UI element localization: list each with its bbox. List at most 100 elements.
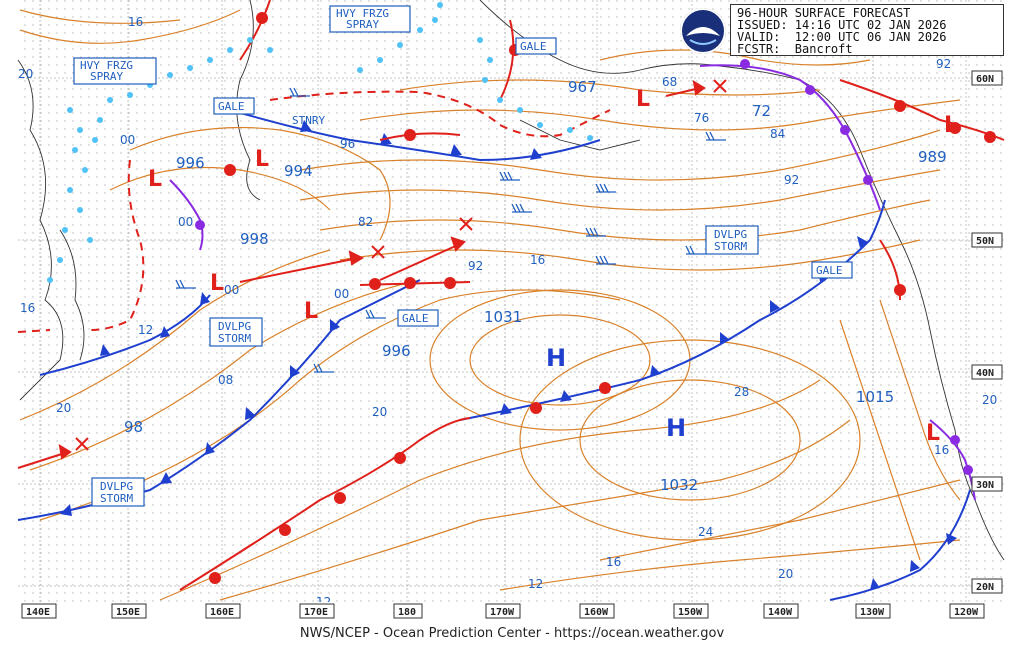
svg-text:28: 28 [734,385,749,399]
svg-text:00: 00 [178,215,193,229]
low-symbol: L [636,87,650,112]
svg-text:DVLPG: DVLPG [100,480,133,493]
svg-text:170E: 170E [304,607,328,618]
dot-grid [18,0,1004,602]
isobars [19,9,961,601]
svg-text:160W: 160W [584,607,609,618]
svg-text:16: 16 [934,443,949,457]
svg-text:140E: 140E [26,607,50,618]
warning-gale-3: GALE [397,309,439,327]
longitude-axis: 140E 150E 160E 170E 180 170W 160W 150W 1… [18,602,1004,624]
svg-text:150W: 150W [678,607,703,618]
warning-hvy-frzg-spray-2: HVY FRZG SPRAY [329,5,411,33]
svg-text:16: 16 [128,15,143,29]
svg-text:GALE: GALE [218,100,245,113]
svg-text:GALE: GALE [520,40,547,53]
warning-gale-4: GALE [811,261,853,279]
warning-gale-1: GALE [213,97,255,115]
svg-text:DVLPG: DVLPG [714,228,747,241]
svg-text:170W: 170W [490,607,515,618]
svg-text:STORM: STORM [100,492,133,505]
latitude-axis: 60N 50N 40N 30N 20N [971,70,1003,594]
svg-text:GALE: GALE [816,264,843,277]
svg-text:20: 20 [982,393,997,407]
low-pressure-4: 996 [382,342,411,360]
wind-barbs [175,87,726,373]
svg-text:50N: 50N [976,236,994,247]
svg-text:82: 82 [358,215,373,229]
valid-line: VALID: 12:00 UTC 06 JAN 2026 [737,30,947,44]
svg-text:STORM: STORM [218,332,251,345]
svg-text:60N: 60N [976,74,994,85]
low-symbol: L [304,299,318,324]
svg-text:140W: 140W [768,607,793,618]
high-pressure-2: 1032 [660,476,698,494]
svg-text:30N: 30N [976,480,994,491]
freezing-spray-dots [47,2,593,283]
warning-gale-2: GALE [515,37,557,55]
graticule [18,0,1004,602]
svg-text:12: 12 [138,323,153,337]
low-symbol: L [148,167,162,192]
svg-text:68: 68 [662,75,677,89]
warning-dvlpg-storm-3: DVLPG STORM [91,477,145,507]
low-pressure-1: 996 [176,154,205,172]
svg-text:92: 92 [936,57,951,71]
svg-text:96: 96 [340,137,355,151]
low-symbol: L [210,271,224,296]
warning-dvlpg-storm-2: DVLPG STORM [705,225,759,255]
svg-text:SPRAY: SPRAY [346,18,379,31]
issued-line: ISSUED: 14:16 UTC 02 JAN 2026 [737,18,947,32]
movement-arrows [17,80,706,469]
svg-text:150E: 150E [116,607,140,618]
low-pressure-7: 989 [918,148,947,166]
forecast-title-box: 96-HOUR SURFACE FORECAST ISSUED: 14:16 U… [730,4,1004,56]
svg-text:HVY FRZG: HVY FRZG [336,7,389,20]
warm-front-bumps [209,12,996,584]
warning-hvy-frzg-spray-1: HVY FRZG SPRAY [73,57,157,85]
footer-credit: NWS/NCEP - Ocean Prediction Center - htt… [299,626,725,641]
svg-text:16: 16 [20,301,35,315]
svg-text:20: 20 [18,67,33,81]
svg-text:20: 20 [372,405,387,419]
low-pressure-6: 967 [568,78,597,96]
svg-text:76: 76 [694,111,709,125]
svg-text:20N: 20N [976,582,994,593]
high-symbol-1: H [546,344,566,372]
svg-text:16: 16 [530,253,545,267]
noaa-logo [680,8,726,54]
svg-text:92: 92 [784,173,799,187]
low-pressure-8: 1015 [856,388,894,406]
forecast-positions [75,79,727,451]
high-pressure-1: 1031 [484,308,522,326]
forecaster-line: FCSTR: Bancroft [737,42,853,56]
svg-text:GALE: GALE [402,312,429,325]
stnry-label: STNRY [292,114,325,127]
svg-text:40N: 40N [976,368,994,379]
svg-text:12: 12 [528,577,543,591]
svg-text:00: 00 [224,283,239,297]
svg-text:92: 92 [468,259,483,273]
low-pressure-5: 98 [124,418,143,436]
svg-text:130W: 130W [860,607,885,618]
warning-dvlpg-storm-1: DVLPG STORM [209,317,263,347]
svg-text:180: 180 [398,607,416,618]
svg-text:160E: 160E [210,607,234,618]
low-symbol: L [255,147,269,172]
svg-text:24: 24 [698,525,713,539]
occluded-symbols [195,59,973,475]
svg-text:HVY FRZG: HVY FRZG [80,59,133,72]
svg-text:00: 00 [120,133,135,147]
svg-text:84: 84 [770,127,785,141]
low-symbol: L [944,113,958,138]
high-symbol-2: H [666,414,686,442]
low-symbol: L [926,421,940,446]
svg-text:DVLPG: DVLPG [218,320,251,333]
low-symbols: L L L L L L L [148,87,958,446]
svg-text:SPRAY: SPRAY [90,70,123,83]
low-pressure-3: 998 [240,230,269,248]
isobar-labels: 16 20 00 00 96 82 92 00 12 08 20 16 20 2… [18,15,997,609]
svg-text:20: 20 [778,567,793,581]
svg-text:72: 72 [752,102,771,120]
